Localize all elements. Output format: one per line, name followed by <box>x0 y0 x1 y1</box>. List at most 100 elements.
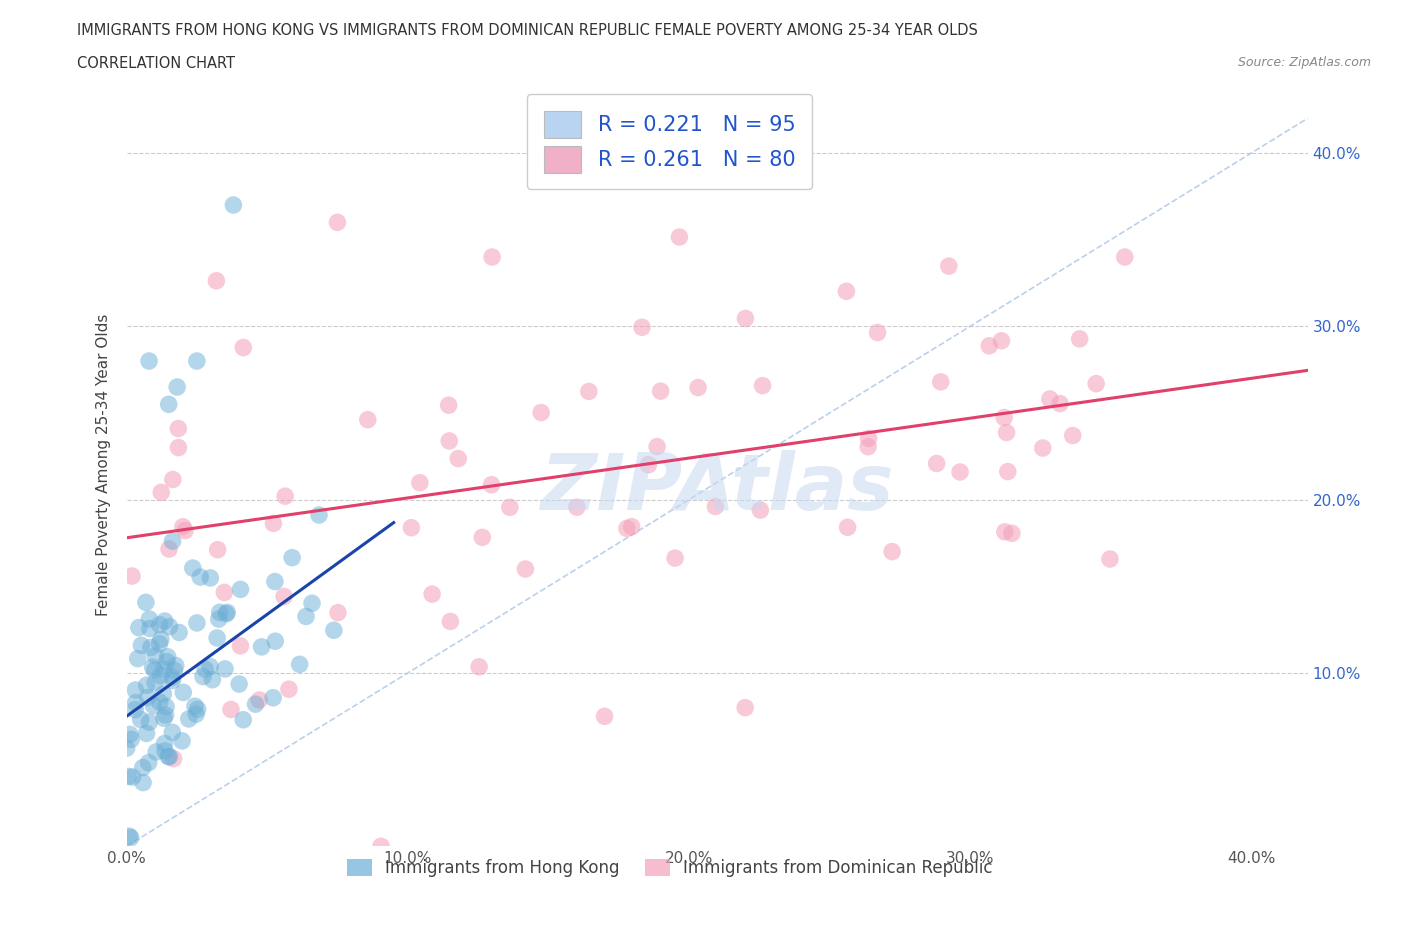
Point <box>295 609 318 624</box>
Point <box>995 425 1018 440</box>
Point <box>143 648 166 663</box>
Point <box>201 672 224 687</box>
Point <box>250 640 273 655</box>
Point <box>938 259 960 273</box>
Point <box>264 633 287 648</box>
Point <box>264 574 287 589</box>
Point <box>205 273 228 288</box>
Point <box>187 702 209 717</box>
Point <box>162 670 184 684</box>
Point <box>172 685 194 700</box>
Point <box>139 640 162 655</box>
Point <box>664 551 686 565</box>
Point <box>120 830 142 845</box>
Point <box>135 678 157 693</box>
Point <box>447 451 470 466</box>
Point <box>115 740 138 755</box>
Point <box>157 749 180 764</box>
Point <box>1049 396 1071 411</box>
Point <box>734 700 756 715</box>
Point <box>198 659 221 674</box>
Point <box>997 464 1019 479</box>
Point <box>273 589 295 604</box>
Point <box>145 745 167 760</box>
Point <box>1032 441 1054 456</box>
Point <box>167 625 190 640</box>
Point <box>439 614 461 629</box>
Point <box>135 595 157 610</box>
Point <box>990 333 1012 348</box>
Point <box>148 636 170 651</box>
Point <box>1039 392 1062 406</box>
Point <box>229 582 252 597</box>
Point <box>734 311 756 325</box>
Point <box>247 693 270 708</box>
Point <box>1114 249 1136 264</box>
Text: Source: ZipAtlas.com: Source: ZipAtlas.com <box>1237 56 1371 69</box>
Point <box>153 711 176 725</box>
Point <box>281 551 304 565</box>
Point <box>184 698 207 713</box>
Point <box>163 663 186 678</box>
Point <box>217 605 239 620</box>
Point <box>205 631 228 645</box>
Point <box>1001 525 1024 540</box>
Point <box>578 384 600 399</box>
Point <box>162 673 184 688</box>
Point <box>191 669 214 684</box>
Point <box>620 519 643 534</box>
Point <box>165 658 187 673</box>
Point <box>1062 428 1084 443</box>
Point <box>162 534 184 549</box>
Point <box>132 760 155 775</box>
Point <box>153 736 176 751</box>
Point <box>835 284 858 299</box>
Point <box>214 585 236 600</box>
Point <box>172 519 194 534</box>
Point <box>409 475 432 490</box>
Point <box>138 353 160 368</box>
Point <box>138 755 160 770</box>
Point <box>155 708 177 723</box>
Point <box>704 499 727 514</box>
Point <box>162 751 184 766</box>
Point <box>565 499 588 514</box>
Point <box>499 499 522 514</box>
Point <box>856 439 879 454</box>
Legend: Immigrants from Hong Kong, Immigrants from Dominican Republic: Immigrants from Hong Kong, Immigrants fr… <box>340 852 1000 883</box>
Y-axis label: Female Poverty Among 25-34 Year Olds: Female Poverty Among 25-34 Year Olds <box>96 313 111 617</box>
Point <box>1069 331 1091 346</box>
Point <box>200 570 222 585</box>
Point <box>481 249 503 264</box>
Point <box>370 839 392 854</box>
Point <box>177 711 200 726</box>
Point <box>153 743 176 758</box>
Point <box>152 686 174 701</box>
Point <box>245 697 267 711</box>
Point <box>262 516 284 531</box>
Point <box>219 702 242 717</box>
Text: IMMIGRANTS FROM HONG KONG VS IMMIGRANTS FROM DOMINICAN REPUBLIC FEMALE POVERTY A: IMMIGRANTS FROM HONG KONG VS IMMIGRANTS … <box>77 23 979 38</box>
Point <box>420 587 443 602</box>
Point <box>326 605 349 620</box>
Text: CORRELATION CHART: CORRELATION CHART <box>77 56 235 71</box>
Point <box>207 542 229 557</box>
Point <box>138 715 160 730</box>
Point <box>222 197 245 212</box>
Point <box>162 724 184 739</box>
Point <box>1098 551 1121 566</box>
Point <box>858 431 880 445</box>
Point <box>153 614 176 629</box>
Point <box>128 620 150 635</box>
Point <box>637 458 659 472</box>
Point <box>188 569 211 584</box>
Point <box>277 682 299 697</box>
Point <box>156 654 179 669</box>
Point <box>150 485 173 499</box>
Point <box>131 638 153 653</box>
Point <box>437 398 460 413</box>
Point <box>616 521 638 536</box>
Point <box>214 661 236 676</box>
Point <box>142 698 165 713</box>
Point <box>322 623 344 638</box>
